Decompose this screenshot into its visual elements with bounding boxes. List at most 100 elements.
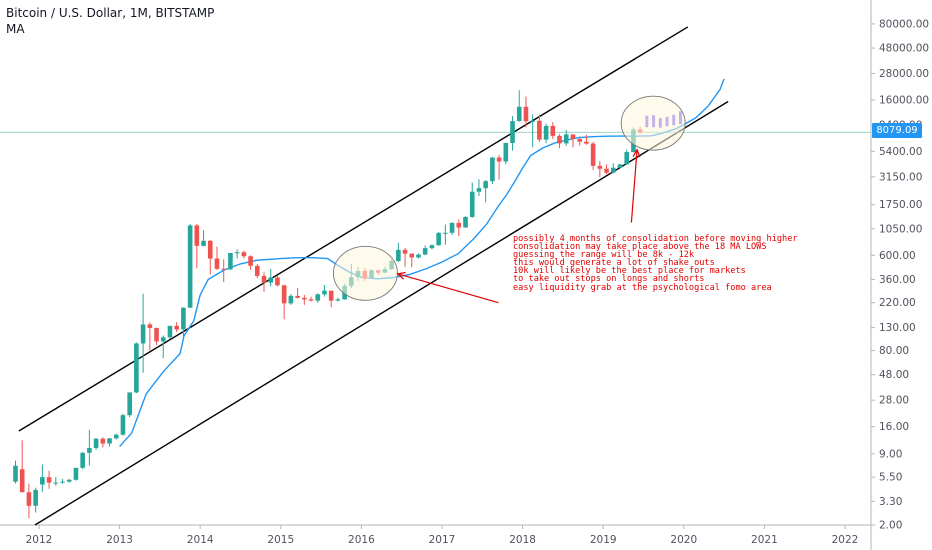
candle-body bbox=[201, 240, 206, 246]
candle-body bbox=[134, 343, 139, 393]
x-tick-label: 2017 bbox=[429, 534, 456, 546]
y-tick-label: 48000.00 bbox=[879, 43, 929, 55]
candle-body bbox=[604, 168, 609, 173]
candle-body bbox=[60, 481, 65, 483]
y-tick-label: 220.00 bbox=[879, 297, 916, 309]
candle-body bbox=[120, 415, 126, 435]
candle-body bbox=[322, 290, 327, 295]
candle-body bbox=[550, 125, 556, 136]
consolidation-circle bbox=[620, 95, 686, 151]
candle-body bbox=[496, 157, 502, 162]
candle-body bbox=[409, 253, 415, 258]
candle-body bbox=[503, 142, 509, 162]
candle-body bbox=[543, 125, 549, 140]
y-tick-label: 5.50 bbox=[879, 472, 902, 484]
x-tick-label: 2018 bbox=[509, 534, 536, 546]
y-tick-label: 16000.00 bbox=[879, 95, 929, 107]
candle-body bbox=[261, 275, 267, 283]
candle-body bbox=[469, 191, 475, 217]
candle-body bbox=[254, 265, 260, 276]
candle-body bbox=[234, 252, 240, 254]
candle-body bbox=[443, 232, 448, 234]
candle-body bbox=[302, 297, 307, 300]
candle-body bbox=[537, 120, 542, 140]
chart-title: Bitcoin / U.S. Dollar, 1M, BITSTAMP bbox=[6, 6, 215, 20]
candle-body bbox=[73, 467, 79, 480]
candle-body bbox=[66, 479, 72, 482]
candle-body bbox=[416, 254, 421, 258]
candle-body bbox=[194, 225, 200, 246]
candle-body bbox=[248, 256, 253, 266]
candle-body bbox=[241, 252, 247, 257]
candle-body bbox=[113, 434, 119, 439]
y-tick-label: 3150.00 bbox=[879, 171, 922, 183]
x-tick-label: 2015 bbox=[267, 534, 294, 546]
candle-body bbox=[476, 188, 482, 192]
last-price-badge: 8079.09 bbox=[872, 123, 922, 138]
candle-body bbox=[436, 232, 441, 246]
candle-body bbox=[490, 157, 495, 182]
channel-lower-line bbox=[34, 100, 729, 526]
candle-body bbox=[181, 307, 186, 330]
candle-body bbox=[456, 222, 462, 228]
candle-body bbox=[510, 121, 515, 143]
arrow-head bbox=[632, 148, 641, 158]
candle-body bbox=[221, 268, 227, 270]
y-tick-label: 1750.00 bbox=[879, 199, 922, 211]
candle-body bbox=[610, 167, 616, 173]
candle-body bbox=[127, 392, 132, 416]
y-tick-label: 130.00 bbox=[879, 322, 916, 334]
candle-body bbox=[523, 106, 529, 122]
consolidation-circles bbox=[332, 95, 686, 301]
candle-body bbox=[26, 492, 32, 506]
y-tick-label: 80000.00 bbox=[879, 18, 929, 30]
candle-body bbox=[40, 477, 45, 485]
candle-body bbox=[449, 222, 455, 233]
candle-body bbox=[281, 285, 287, 304]
candle-body bbox=[429, 245, 435, 249]
arrow-head bbox=[396, 271, 406, 280]
x-tick-label: 2021 bbox=[751, 534, 778, 546]
candle-body bbox=[328, 290, 334, 301]
candle-body bbox=[167, 325, 173, 338]
candle-body bbox=[570, 134, 576, 140]
candle-body bbox=[154, 327, 159, 342]
candle-body bbox=[597, 165, 603, 169]
candle-body bbox=[13, 465, 18, 482]
y-tick-label: 5400.00 bbox=[879, 146, 922, 158]
y-tick-label: 2.00 bbox=[879, 520, 902, 532]
x-tick-label: 2022 bbox=[832, 534, 859, 546]
channel-upper-line bbox=[18, 26, 689, 432]
candle-body bbox=[308, 299, 314, 301]
candle-body bbox=[557, 135, 562, 144]
candle-body bbox=[563, 134, 569, 144]
y-axis-ticks: 80000.0048000.0028000.0016000.009400.005… bbox=[871, 18, 929, 532]
consolidation-circle bbox=[332, 245, 398, 301]
candle-body bbox=[295, 295, 300, 298]
candle-body bbox=[93, 438, 99, 448]
candle-body bbox=[268, 277, 274, 283]
candle-body bbox=[335, 299, 341, 301]
y-tick-label: 28.00 bbox=[879, 395, 909, 407]
candle-body bbox=[147, 324, 153, 328]
candle-body bbox=[107, 438, 112, 444]
candle-body bbox=[617, 164, 623, 168]
candle-body bbox=[140, 324, 146, 344]
candle-body bbox=[207, 240, 213, 259]
y-tick-label: 28000.00 bbox=[879, 68, 929, 80]
candle-body bbox=[228, 252, 233, 270]
candle-body bbox=[577, 139, 582, 142]
y-tick-label: 360.00 bbox=[879, 274, 916, 286]
candle-body bbox=[160, 337, 166, 342]
candle-body bbox=[463, 216, 468, 228]
candle-body bbox=[624, 152, 630, 165]
candle-body bbox=[80, 452, 85, 468]
candlesticks bbox=[13, 90, 643, 519]
ma-indicator-label[interactable]: MA bbox=[6, 22, 25, 36]
candle-body bbox=[483, 181, 488, 189]
y-tick-label: 1050.00 bbox=[879, 223, 922, 235]
candle-body bbox=[174, 325, 179, 330]
candle-body bbox=[46, 477, 52, 483]
